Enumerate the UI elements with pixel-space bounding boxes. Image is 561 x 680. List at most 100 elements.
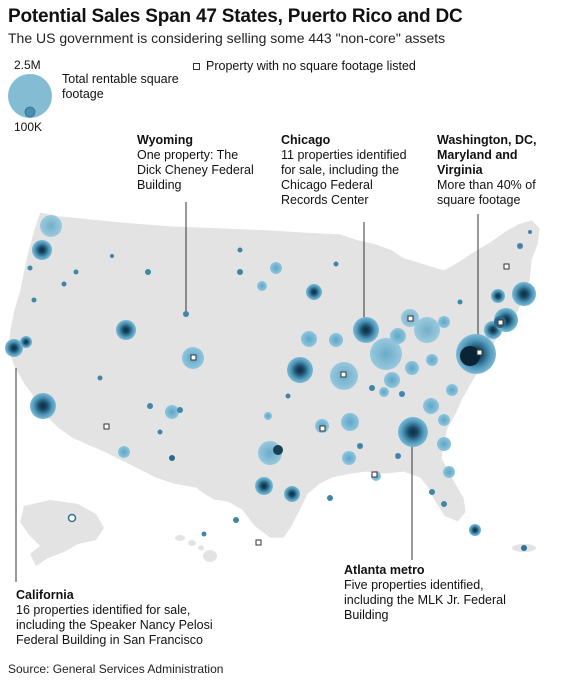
property-bubble (528, 230, 532, 234)
property-bubble (237, 269, 243, 275)
property-bubble (443, 466, 455, 478)
property-bubble (110, 254, 114, 258)
property-bubble (460, 346, 480, 366)
annotation-body: 11 properties identified for sale, inclu… (281, 148, 407, 207)
property-bubble (5, 339, 23, 357)
property-bubble (257, 281, 267, 291)
no-footage-marker (371, 471, 378, 478)
legend-size-description: Total rentable square footage (62, 72, 179, 101)
property-bubble (201, 531, 207, 537)
annotation-dc: Washington, DC, Maryland and Virginia Mo… (437, 133, 555, 208)
property-bubble (183, 311, 189, 317)
annotation-body: Five properties identified, including th… (344, 578, 506, 622)
no-footage-marker (503, 263, 510, 270)
property-bubble (384, 372, 400, 388)
property-bubble (457, 299, 463, 305)
property-bubble (61, 281, 67, 287)
property-bubble (438, 316, 450, 328)
annotation-body: More than 40% of square footage (437, 178, 536, 207)
property-bubble (255, 477, 273, 495)
annotation-body: One property: The Dick Cheney Federal Bu… (137, 148, 254, 192)
property-bubble (285, 393, 291, 399)
property-bubble (369, 385, 375, 391)
property-bubble (429, 489, 435, 495)
property-bubble (437, 437, 451, 451)
no-footage-marker (497, 319, 504, 326)
legend-circle-min (24, 106, 36, 118)
legend-size-max: 2.5M (14, 58, 41, 72)
no-footage-marker (340, 371, 347, 378)
alaska (20, 500, 104, 566)
property-bubble (329, 333, 343, 347)
property-bubble (264, 412, 272, 420)
property-bubble (301, 331, 317, 347)
contiguous-us (7, 211, 541, 539)
property-bubble (73, 269, 79, 275)
property-bubble (398, 417, 428, 447)
annotation-atlanta: Atlanta metro Five properties identified… (344, 563, 514, 623)
annotation-wyoming: Wyoming One property: The Dick Cheney Fe… (137, 133, 257, 193)
property-bubble (233, 517, 239, 523)
property-bubble (20, 336, 32, 348)
annotation-heading: Chicago (281, 133, 331, 147)
property-bubble (147, 403, 153, 409)
property-bubble (306, 284, 322, 300)
hawaii (175, 535, 217, 562)
property-bubble (438, 414, 450, 426)
property-bubble (30, 393, 56, 419)
property-bubble (273, 445, 283, 455)
chart-subtitle: The US government is considering selling… (8, 30, 446, 46)
no-footage-marker (476, 349, 483, 356)
property-bubble (414, 317, 440, 343)
property-bubble (341, 413, 359, 431)
annotation-body: 16 properties identified for sale, inclu… (16, 603, 213, 647)
legend-circle-max (8, 74, 52, 118)
legend-size-min: 100K (14, 120, 43, 134)
property-bubble (446, 384, 458, 396)
property-bubble (512, 282, 536, 306)
property-bubble (353, 317, 379, 343)
no-footage-legend-label: Property with no square footage listed (206, 59, 416, 73)
no-footage-marker (190, 354, 197, 361)
property-bubble (40, 215, 62, 237)
property-bubble (423, 398, 439, 414)
property-bubble (165, 405, 179, 419)
property-bubble (145, 269, 151, 275)
annotation-heading: Atlanta metro (344, 563, 425, 577)
source-note: Source: General Services Administration (8, 662, 224, 676)
property-bubble (390, 328, 406, 344)
annotation-california: California 16 properties identified for … (16, 588, 236, 648)
annotation-heading: California (16, 588, 74, 602)
property-bubble (27, 265, 33, 271)
property-bubble (327, 495, 333, 501)
property-bubble (370, 338, 402, 370)
property-bubble (405, 361, 419, 375)
property-bubble (426, 354, 438, 366)
property-bubble (399, 391, 405, 397)
property-bubble (342, 451, 356, 465)
property-bubble (379, 387, 389, 397)
property-bubble (469, 524, 481, 536)
property-bubble (491, 289, 505, 303)
property-bubble (357, 443, 363, 449)
property-bubble (270, 262, 282, 274)
no-footage-markers (103, 263, 510, 546)
property-bubble (287, 357, 313, 383)
chart-title: Potential Sales Span 47 States, Puerto R… (8, 6, 463, 27)
property-bubble (237, 247, 243, 253)
annotation-chicago: Chicago 11 properties identified for sal… (281, 133, 419, 208)
annotation-heading: Washington, DC, Maryland and Virginia (437, 133, 537, 177)
property-bubble (521, 545, 527, 551)
no-footage-marker (255, 539, 262, 546)
no-footage-marker (103, 423, 110, 430)
property-bubble (97, 375, 103, 381)
property-bubble (118, 446, 130, 458)
no-footage-marker (67, 513, 77, 523)
property-bubble (116, 320, 136, 340)
leader-lines (15, 202, 479, 582)
property-bubble (157, 429, 163, 435)
property-bubble (441, 501, 447, 507)
no-footage-marker (407, 315, 414, 322)
property-bubble (517, 243, 523, 249)
